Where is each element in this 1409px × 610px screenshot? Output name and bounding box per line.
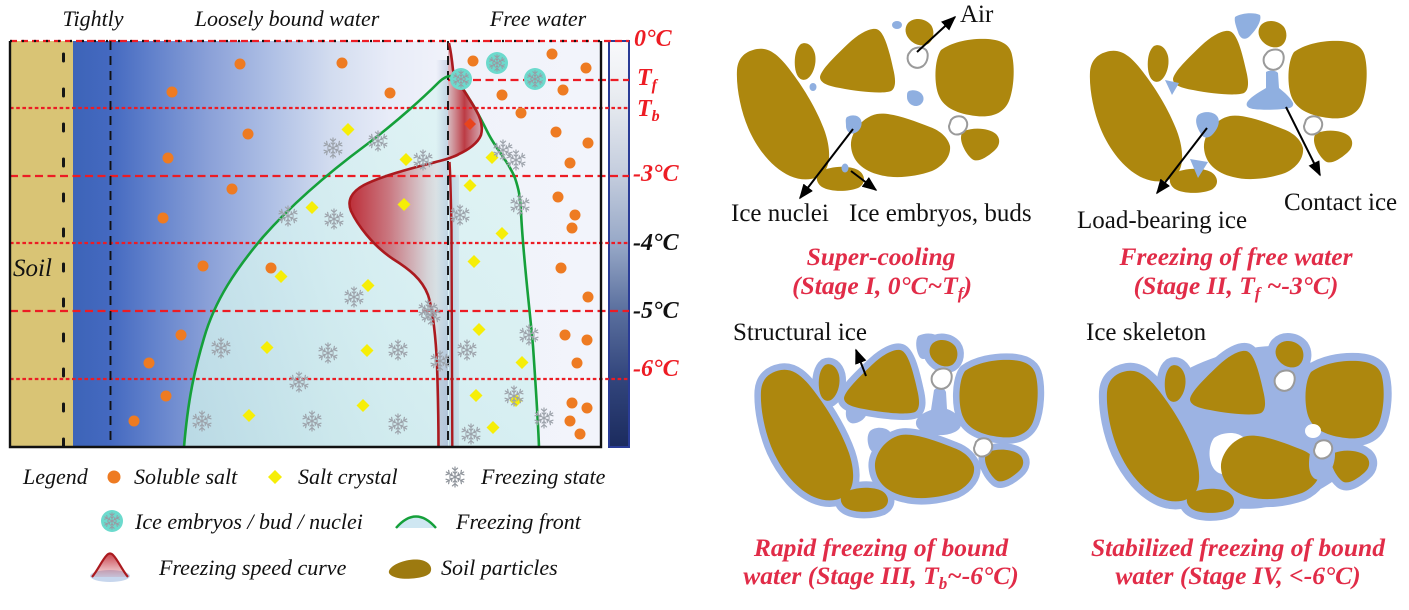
svg-text:-3°C: -3°C	[633, 161, 680, 187]
svg-text:0°C: 0°C	[634, 26, 673, 52]
svg-text:Freezing of free water: Freezing of free water	[1118, 242, 1353, 271]
svg-text:Tb: Tb	[637, 96, 660, 125]
svg-text:Super-cooling: Super-cooling	[807, 242, 956, 271]
svg-text:water (Stage IV, <-6°C): water (Stage IV, <-6°C)	[1115, 561, 1360, 590]
svg-text:-6°C: -6°C	[633, 356, 680, 382]
svg-text:Soluble salt: Soluble salt	[134, 464, 238, 489]
svg-text:Freezing state: Freezing state	[480, 464, 606, 489]
svg-text:water (Stage III, Tb~-6°C): water (Stage III, Tb~-6°C)	[743, 561, 1019, 593]
svg-text:Freezing speed curve: Freezing speed curve	[158, 555, 347, 580]
svg-text:Soil particles: Soil particles	[441, 555, 558, 580]
svg-text:Soil: Soil	[13, 255, 52, 282]
svg-text:Ice embryos, buds: Ice embryos, buds	[849, 200, 1032, 227]
svg-text:(Stage II, Tf ~-3°C): (Stage II, Tf ~-3°C)	[1134, 271, 1339, 303]
svg-text:Loosely bound water: Loosely bound water	[194, 6, 380, 31]
svg-text:Structural ice: Structural ice	[733, 319, 867, 346]
svg-text:Stabilized freezing of bound: Stabilized freezing of bound	[1091, 533, 1386, 562]
svg-text:Air: Air	[960, 1, 994, 28]
svg-text:Ice nuclei: Ice nuclei	[731, 200, 829, 227]
svg-text:-5°C: -5°C	[633, 298, 680, 324]
svg-text:Contact ice: Contact ice	[1284, 189, 1397, 216]
svg-text:Salt crystal: Salt crystal	[298, 464, 398, 489]
svg-text:Ice skeleton: Ice skeleton	[1086, 319, 1207, 346]
svg-text:Freezing front: Freezing front	[455, 509, 582, 534]
svg-text:Ice embryos / bud / nuclei: Ice embryos / bud / nuclei	[134, 509, 363, 534]
svg-text:-4°C: -4°C	[633, 230, 680, 256]
svg-text:Legend: Legend	[22, 464, 89, 489]
svg-text:Rapid freezing of bound: Rapid freezing of bound	[753, 533, 1010, 562]
svg-text:Free water: Free water	[489, 6, 587, 31]
svg-text:Tf: Tf	[637, 65, 659, 94]
svg-text:(Stage I, 0°C~Tf): (Stage I, 0°C~Tf)	[792, 271, 972, 303]
svg-text:Load-bearing ice: Load-bearing ice	[1077, 207, 1247, 234]
svg-text:Tightly: Tightly	[62, 6, 123, 31]
